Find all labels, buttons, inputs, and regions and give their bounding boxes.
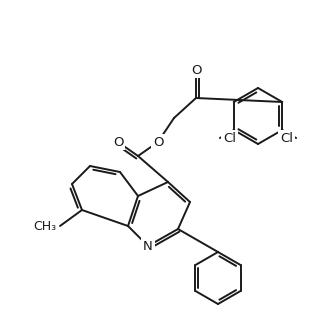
Text: O: O	[191, 63, 201, 77]
Text: CH₃: CH₃	[33, 219, 56, 232]
Text: N: N	[143, 240, 153, 252]
Text: Cl: Cl	[280, 132, 293, 144]
Text: O: O	[153, 136, 163, 149]
Text: O: O	[113, 136, 123, 149]
Text: Cl: Cl	[223, 132, 236, 144]
